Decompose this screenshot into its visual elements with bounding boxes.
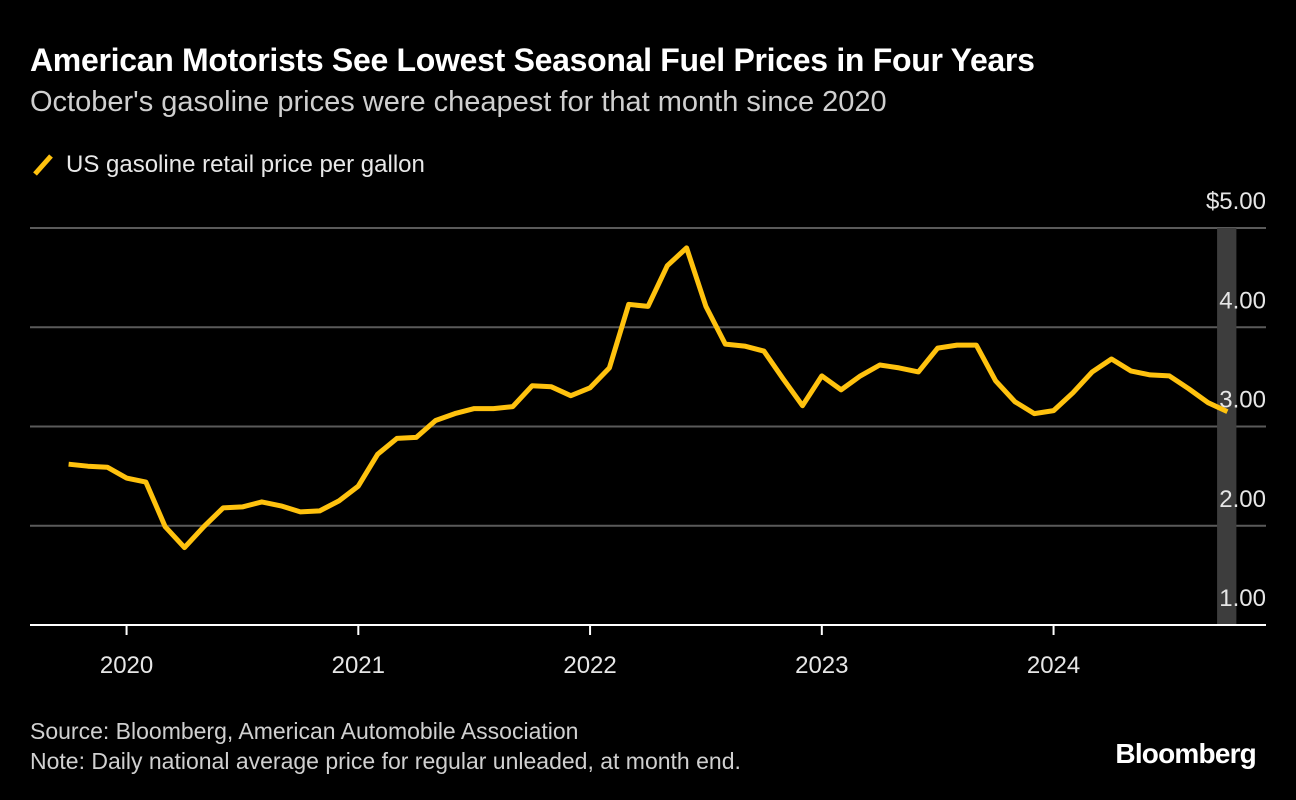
bloomberg-logo: Bloomberg — [1115, 738, 1256, 769]
series-line-gasoline-price — [68, 245, 1229, 551]
legend: US gasoline retail price per gallon — [30, 150, 425, 180]
x-tick-label: 2022 — [563, 652, 616, 679]
source-note: Source: Bloomberg, American Automobile A… — [30, 716, 741, 776]
y-tick-label: 4.00 — [1219, 287, 1266, 314]
highlight-band — [1217, 228, 1237, 625]
chart-subtitle: October's gasoline prices were cheapest … — [30, 86, 887, 118]
y-tick-label: 2.00 — [1219, 486, 1266, 513]
note-text: Note: Daily national average price for r… — [30, 748, 741, 774]
x-tick-label: 2021 — [332, 652, 385, 679]
x-tick-label: 2023 — [795, 652, 848, 679]
legend-swatch — [33, 154, 53, 176]
y-tick-label: 1.00 — [1219, 585, 1266, 612]
y-tick-label: $5.00 — [1206, 188, 1266, 215]
x-tick-label: 2020 — [100, 652, 153, 679]
legend-label: US gasoline retail price per gallon — [66, 151, 425, 178]
source-text: Source: Bloomberg, American Automobile A… — [30, 718, 579, 744]
x-tick-label: 2024 — [1027, 652, 1080, 679]
chart-title: American Motorists See Lowest Seasonal F… — [30, 42, 1035, 78]
